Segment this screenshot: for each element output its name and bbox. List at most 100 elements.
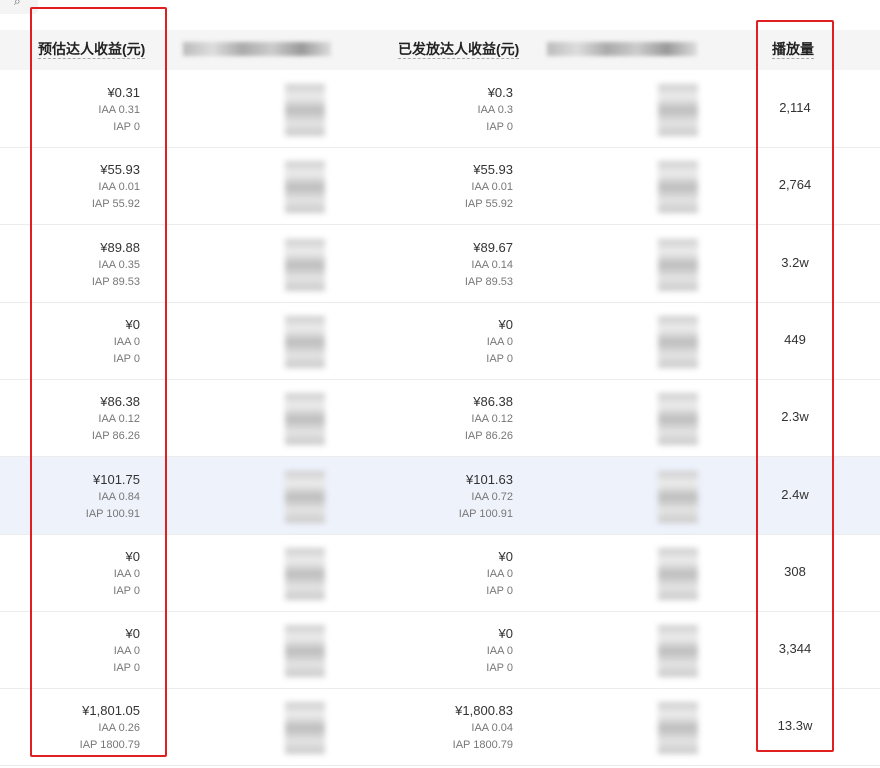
estimated-iaa: IAA 0.84	[98, 490, 140, 503]
column-header-plays[interactable]: 播放量	[772, 41, 814, 59]
highlight-box-plays	[756, 20, 834, 752]
plays-cell: 308	[784, 563, 806, 579]
table-row: ¥0.31 IAA 0.31 IAP 0 ¥0.3 IAA 0.3 IAP 0 …	[0, 70, 880, 148]
estimated-total: ¥0	[125, 316, 140, 332]
plays-cell: 2.4w	[781, 486, 809, 502]
paid-iaa: IAA 0	[486, 645, 513, 658]
estimated-earnings-cell: ¥0.31 IAA 0.31 IAP 0	[20, 84, 140, 136]
plays-cell: 3,344	[778, 641, 812, 657]
paid-iaa: IAA 0.04	[471, 722, 513, 735]
paid-earnings-cell: ¥0 IAA 0 IAP 0	[393, 548, 513, 600]
paid-iap: IAP 89.53	[464, 275, 513, 288]
paid-total: ¥101.63	[466, 471, 513, 487]
estimated-iaa: IAA 0	[113, 335, 140, 348]
estimated-iap: IAP 0	[113, 584, 140, 597]
estimated-iap: IAP 100.91	[85, 507, 140, 520]
blurred-cell	[658, 470, 698, 523]
search-icon: ⌕	[14, 0, 21, 8]
estimated-earnings-cell: ¥86.38 IAA 0.12 IAP 86.26	[20, 393, 140, 445]
estimated-iaa: IAA 0.31	[98, 104, 140, 116]
estimated-total: ¥86.38	[100, 394, 140, 410]
blurred-cell	[285, 702, 325, 755]
search-button[interactable]: ⌕	[0, 0, 38, 14]
estimated-total: ¥1,801.05	[82, 703, 140, 719]
paid-iap: IAP 0	[486, 584, 513, 597]
table-row: ¥101.75 IAA 0.84 IAP 100.91 ¥101.63 IAA …	[0, 456, 880, 535]
table-row: ¥0 IAA 0 IAP 0 ¥0 IAA 0 IAP 0 449	[0, 302, 880, 380]
estimated-iaa: IAA 0.12	[98, 413, 140, 426]
blurred-cell	[285, 625, 325, 678]
blurred-cell	[658, 702, 698, 755]
plays-cell: 449	[784, 331, 806, 347]
estimated-iap: IAP 0	[113, 352, 140, 365]
table-row: ¥55.93 IAA 0.01 IAP 55.92 ¥55.93 IAA 0.0…	[0, 147, 880, 226]
estimated-total: ¥89.88	[100, 239, 140, 255]
blurred-cell	[658, 315, 698, 368]
blurred-cell	[658, 84, 698, 136]
paid-iaa: IAA 0.01	[471, 181, 513, 194]
plays-cell: 2.3w	[781, 409, 809, 425]
estimated-iaa: IAA 0.35	[98, 258, 140, 271]
table-header: 预估达人收益(元) 已发放达人收益(元) 播放量	[0, 30, 880, 70]
highlight-box-estimated	[30, 7, 167, 757]
blurred-cell	[658, 625, 698, 678]
paid-total: ¥55.93	[473, 162, 513, 178]
estimated-earnings-cell: ¥0 IAA 0 IAP 0	[20, 625, 140, 677]
estimated-iap: IAP 86.26	[91, 430, 140, 443]
paid-total: ¥0.3	[487, 85, 513, 100]
paid-iap: IAP 100.91	[458, 507, 513, 520]
table-row: ¥0 IAA 0 IAP 0 ¥0 IAA 0 IAP 0 3,344	[0, 611, 880, 690]
blurred-cell	[658, 238, 698, 291]
plays-cell: 13.3w	[777, 718, 813, 734]
estimated-iap: IAP 0	[113, 121, 140, 133]
paid-earnings-cell: ¥101.63 IAA 0.72 IAP 100.91	[393, 471, 513, 523]
paid-iaa: IAA 0.3	[477, 104, 513, 116]
blurred-column-header	[183, 42, 331, 56]
paid-iap: IAP 0	[486, 121, 513, 133]
blurred-cell	[285, 470, 325, 523]
table-row: ¥1,801.05 IAA 0.26 IAP 1800.79 ¥1,800.83…	[0, 688, 880, 767]
plays-cell: 2,764	[778, 177, 812, 193]
paid-total: ¥0	[498, 316, 513, 332]
paid-total: ¥0	[498, 548, 513, 564]
paid-earnings-cell: ¥55.93 IAA 0.01 IAP 55.92	[393, 161, 513, 213]
blurred-cell	[658, 547, 698, 600]
paid-iaa: IAA 0.72	[471, 490, 513, 503]
blurred-column-header	[547, 42, 697, 56]
blurred-cell	[285, 238, 325, 291]
paid-iaa: IAA 0.14	[471, 258, 513, 271]
estimated-earnings-cell: ¥0 IAA 0 IAP 0	[20, 548, 140, 600]
estimated-iap: IAP 1800.79	[79, 739, 140, 752]
table-row: ¥89.88 IAA 0.35 IAP 89.53 ¥89.67 IAA 0.1…	[0, 225, 880, 303]
estimated-iaa: IAA 0	[113, 645, 140, 658]
estimated-iap: IAP 89.53	[91, 275, 140, 288]
blurred-cell	[658, 393, 698, 446]
column-header-estimated-earnings[interactable]: 预估达人收益(元)	[38, 41, 146, 59]
paid-iap: IAP 0	[486, 662, 513, 675]
blurred-cell	[285, 393, 325, 446]
blurred-cell	[285, 161, 325, 214]
paid-earnings-cell: ¥0 IAA 0 IAP 0	[393, 316, 513, 368]
estimated-earnings-cell: ¥101.75 IAA 0.84 IAP 100.91	[20, 471, 140, 523]
paid-iap: IAP 55.92	[464, 198, 513, 211]
column-header-paid-earnings[interactable]: 已发放达人收益(元)	[398, 41, 520, 59]
paid-earnings-cell: ¥0.3 IAA 0.3 IAP 0	[393, 84, 513, 136]
paid-total: ¥1,800.83	[455, 703, 513, 719]
paid-earnings-cell: ¥1,800.83 IAA 0.04 IAP 1800.79	[393, 702, 513, 754]
paid-total: ¥86.38	[473, 394, 513, 410]
estimated-earnings-cell: ¥55.93 IAA 0.01 IAP 55.92	[20, 161, 140, 213]
estimated-earnings-cell: ¥89.88 IAA 0.35 IAP 89.53	[20, 239, 140, 291]
estimated-iaa: IAA 0	[113, 567, 140, 580]
paid-iap: IAP 1800.79	[452, 739, 513, 752]
paid-earnings-cell: ¥86.38 IAA 0.12 IAP 86.26	[393, 393, 513, 445]
estimated-total: ¥0	[125, 548, 140, 564]
paid-iap: IAP 86.26	[464, 430, 513, 443]
plays-cell: 2,114	[779, 100, 811, 115]
paid-earnings-cell: ¥0 IAA 0 IAP 0	[393, 625, 513, 677]
paid-iaa: IAA 0.12	[471, 413, 513, 426]
estimated-earnings-cell: ¥1,801.05 IAA 0.26 IAP 1800.79	[20, 702, 140, 754]
estimated-iaa: IAA 0.26	[98, 722, 140, 735]
blurred-cell	[658, 161, 698, 214]
paid-earnings-cell: ¥89.67 IAA 0.14 IAP 89.53	[393, 239, 513, 291]
table-row: ¥0 IAA 0 IAP 0 ¥0 IAA 0 IAP 0 308	[0, 534, 880, 612]
